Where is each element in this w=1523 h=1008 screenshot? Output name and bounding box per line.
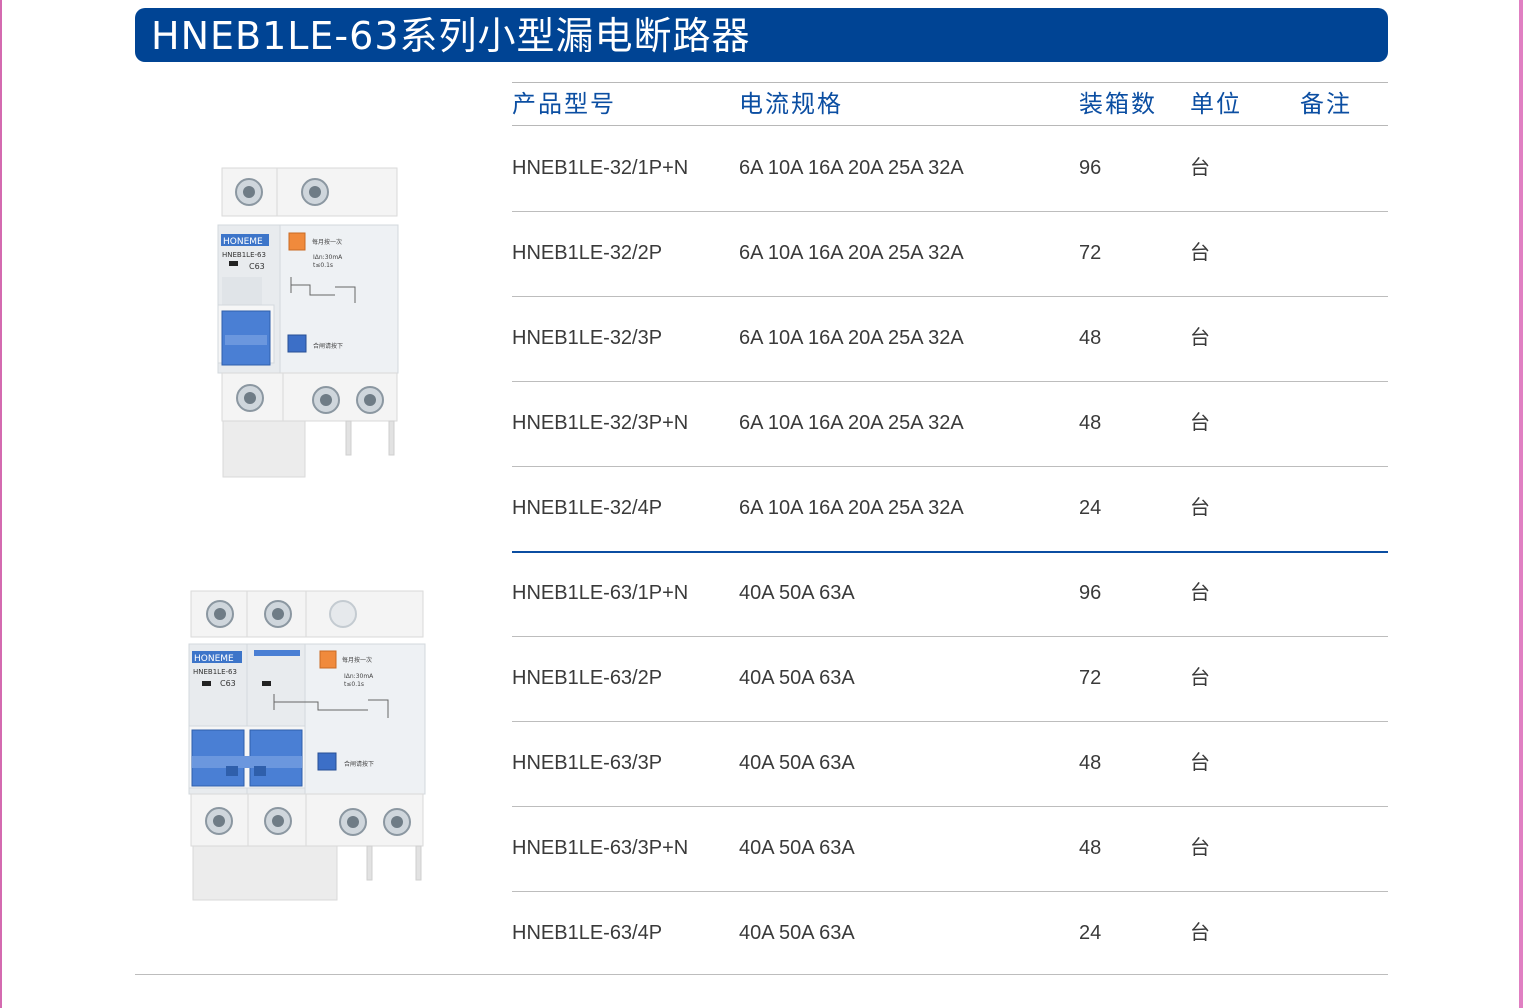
product-1-reset: 合闸请按下: [313, 342, 343, 350]
product-1-time: t≤0.1s: [313, 262, 333, 269]
cell-unit: 台: [1190, 582, 1210, 604]
table-row: HNEB1LE-63/3P+N 40A 50A 63A 48 台: [512, 806, 1388, 892]
table-row: HNEB1LE-32/3P 6A 10A 16A 20A 25A 32A 48 …: [512, 296, 1388, 382]
header-note: 备注: [1300, 90, 1352, 118]
cell-model: HNEB1LE-63/1P+N: [512, 582, 689, 604]
cell-spec: 6A 10A 16A 20A 25A 32A: [739, 327, 964, 349]
product-image-1p-n: HONEME HNEB1LE-63 C63 每月按一次 IΔn:30mA t≤0…: [217, 167, 399, 478]
cell-qty: 48: [1079, 837, 1102, 859]
cell-qty: 96: [1079, 582, 1102, 604]
cell-model: HNEB1LE-32/4P: [512, 497, 663, 519]
cell-unit: 台: [1190, 922, 1210, 944]
page-edge-right: [1519, 0, 1523, 1008]
product-1-leak: IΔn:30mA: [313, 254, 343, 261]
table-row: HNEB1LE-32/1P+N 6A 10A 16A 20A 25A 32A 9…: [512, 126, 1388, 212]
product-1-brand: HONEME: [223, 237, 263, 247]
cell-spec: 40A 50A 63A: [739, 752, 855, 774]
table-top-rule: [512, 82, 1388, 83]
table-row: HNEB1LE-63/4P 40A 50A 63A 24 台: [512, 891, 1388, 976]
product-1-model: HNEB1LE-63: [222, 251, 266, 259]
product-2-brand: HONEME: [194, 654, 234, 664]
table-row: HNEB1LE-32/4P 6A 10A 16A 20A 25A 32A 24 …: [512, 466, 1388, 553]
header-unit: 单位: [1190, 90, 1242, 118]
table-row: HNEB1LE-63/1P+N 40A 50A 63A 96 台: [512, 551, 1388, 637]
product-2-model: HNEB1LE-63: [193, 668, 237, 676]
cell-spec: 40A 50A 63A: [739, 837, 855, 859]
cell-spec: 40A 50A 63A: [739, 582, 855, 604]
title-bar: HNEB1LE-63系列小型漏电断路器: [135, 8, 1388, 62]
cell-spec: 40A 50A 63A: [739, 667, 855, 689]
cell-spec: 6A 10A 16A 20A 25A 32A: [739, 157, 964, 179]
cell-unit: 台: [1190, 752, 1210, 774]
product-1-rating: C63: [249, 262, 265, 271]
product-image-2p: HONEME HNEB1LE-63 C63 每月按一次 IΔn:30mA t≤0…: [188, 590, 426, 901]
table-row: HNEB1LE-32/2P 6A 10A 16A 20A 25A 32A 72 …: [512, 211, 1388, 297]
cell-spec: 6A 10A 16A 20A 25A 32A: [739, 497, 964, 519]
header-qty: 装箱数: [1079, 90, 1157, 118]
cell-model: HNEB1LE-63/3P: [512, 752, 663, 774]
cell-model: HNEB1LE-32/2P: [512, 242, 663, 264]
cell-qty: 48: [1079, 752, 1102, 774]
cell-model: HNEB1LE-32/3P: [512, 327, 663, 349]
cell-unit: 台: [1190, 837, 1210, 859]
product-2-test-label: 每月按一次: [342, 656, 372, 664]
cell-unit: 台: [1190, 157, 1210, 179]
cell-qty: 24: [1079, 497, 1102, 519]
table-row: HNEB1LE-32/3P+N 6A 10A 16A 20A 25A 32A 4…: [512, 381, 1388, 467]
page-title: HNEB1LE-63系列小型漏电断路器: [151, 14, 751, 58]
cell-unit: 台: [1190, 412, 1210, 434]
cell-model: HNEB1LE-32/1P+N: [512, 157, 689, 179]
cell-unit: 台: [1190, 667, 1210, 689]
table-row: HNEB1LE-63/2P 40A 50A 63A 72 台: [512, 636, 1388, 722]
page-bottom-rule: [135, 974, 1388, 975]
cell-qty: 48: [1079, 412, 1102, 434]
cell-qty: 48: [1079, 327, 1102, 349]
product-2-reset: 合闸请按下: [344, 760, 374, 768]
page-edge-left: [0, 0, 2, 1008]
cell-qty: 72: [1079, 667, 1102, 689]
product-2-rating: C63: [220, 679, 236, 688]
cell-spec: 6A 10A 16A 20A 25A 32A: [739, 412, 964, 434]
product-2-leak: IΔn:30mA: [344, 673, 374, 680]
cell-model: HNEB1LE-32/3P+N: [512, 412, 689, 434]
product-2-time: t≤0.1s: [344, 681, 364, 688]
cell-qty: 24: [1079, 922, 1102, 944]
table-row: HNEB1LE-63/3P 40A 50A 63A 48 台: [512, 721, 1388, 807]
cell-qty: 96: [1079, 157, 1102, 179]
cell-unit: 台: [1190, 497, 1210, 519]
cell-unit: 台: [1190, 242, 1210, 264]
table-header: 产品型号 电流规格 装箱数 单位 备注: [512, 82, 1388, 126]
cell-spec: 40A 50A 63A: [739, 922, 855, 944]
header-spec: 电流规格: [739, 90, 843, 118]
cell-model: HNEB1LE-63/3P+N: [512, 837, 689, 859]
cell-unit: 台: [1190, 327, 1210, 349]
product-1-test-label: 每月按一次: [312, 238, 342, 246]
cell-model: HNEB1LE-63/4P: [512, 922, 663, 944]
cell-spec: 6A 10A 16A 20A 25A 32A: [739, 242, 964, 264]
header-model: 产品型号: [512, 90, 616, 118]
cell-qty: 72: [1079, 242, 1102, 264]
cell-model: HNEB1LE-63/2P: [512, 667, 663, 689]
